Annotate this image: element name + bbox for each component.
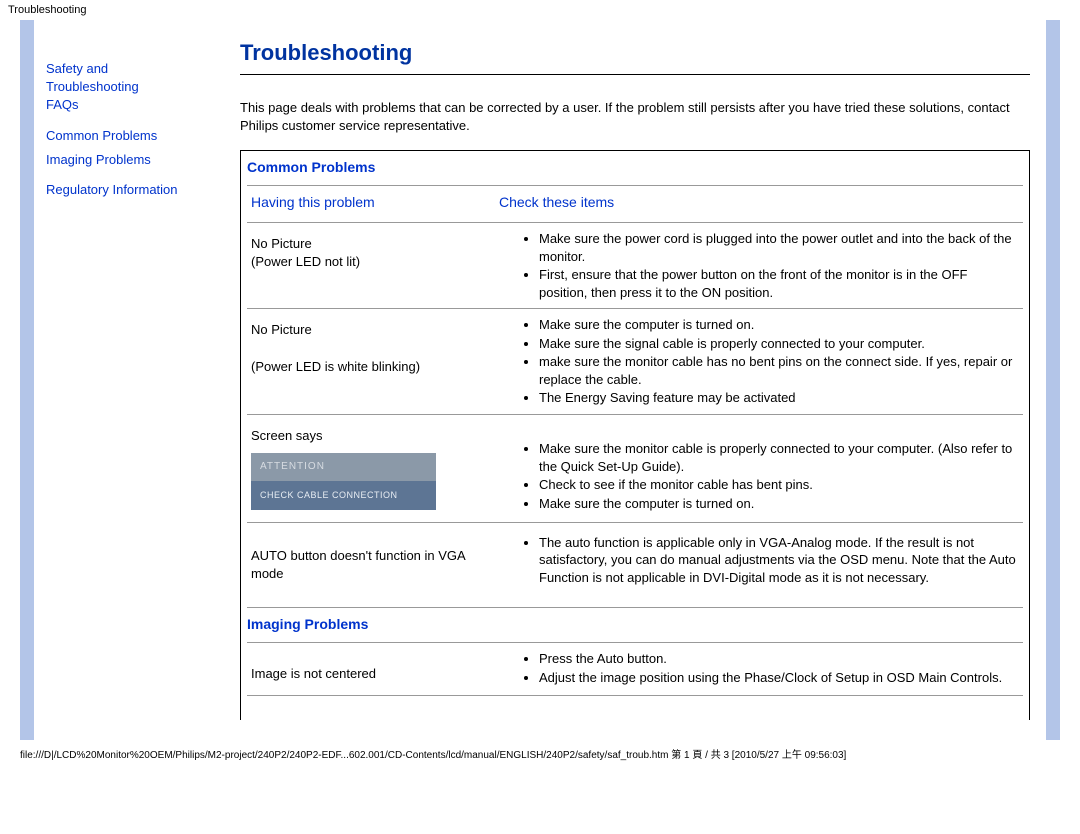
sidebar: Safety and Troubleshooting FAQs Common P…	[34, 20, 224, 740]
main-rule	[240, 74, 1030, 75]
sidebar-link-faqs[interactable]: FAQs	[46, 96, 212, 114]
problem-cell: No Picture (Power LED not lit)	[247, 223, 495, 308]
sidebar-link-text: Troubleshooting	[46, 79, 139, 94]
sidebar-group-problems: Common Problems Imaging Problems	[46, 127, 212, 169]
imaging-problems-header: Imaging Problems	[247, 607, 1023, 642]
sidebar-link-regulatory[interactable]: Regulatory Information	[46, 181, 212, 199]
decorative-bar-right	[1046, 20, 1060, 740]
table-row: No Picture (Power LED not lit) Make sure…	[247, 222, 1023, 308]
check-cell: Press the Auto button. Adjust the image …	[495, 643, 1023, 695]
list-item: Press the Auto button.	[539, 650, 1019, 668]
attention-graphic: ATTENTION CHECK CABLE CONNECTION	[251, 453, 436, 510]
sidebar-link-safety[interactable]: Safety and Troubleshooting	[46, 60, 212, 96]
problem-cell: AUTO button doesn't function in VGA mode	[247, 523, 495, 607]
sidebar-link-common-problems[interactable]: Common Problems	[46, 127, 212, 145]
sidebar-group-safety: Safety and Troubleshooting FAQs	[46, 60, 212, 115]
attention-message: CHECK CABLE CONNECTION	[251, 481, 436, 510]
check-list: Press the Auto button. Adjust the image …	[499, 650, 1019, 686]
check-cell: Make sure the computer is turned on. Mak…	[495, 309, 1023, 414]
list-item: Check to see if the monitor cable has be…	[539, 476, 1019, 494]
check-cell: Make sure the monitor cable is properly …	[495, 415, 1023, 522]
problem-text: AUTO button doesn't function in VGA mode	[251, 548, 465, 581]
problem-cell: Image is not centered	[247, 643, 495, 695]
check-cell: The auto function is applicable only in …	[495, 523, 1023, 607]
problem-text: (Power LED not lit)	[251, 254, 360, 269]
troubleshooting-table: Common Problems Having this problem Chec…	[240, 150, 1030, 720]
problem-cell: No Picture (Power LED is white blinking)	[247, 309, 495, 414]
list-item: make sure the monitor cable has no bent …	[539, 353, 1019, 388]
list-item: First, ensure that the power button on t…	[539, 266, 1019, 301]
column-headers: Having this problem Check these items	[247, 185, 1023, 222]
common-problems-header: Common Problems	[247, 157, 1023, 185]
table-row: Image is not centered Press the Auto but…	[247, 642, 1023, 695]
list-item: Make sure the computer is turned on.	[539, 316, 1019, 334]
check-list: The auto function is applicable only in …	[499, 534, 1019, 587]
page-title-small: Troubleshooting	[0, 0, 1080, 20]
intro-text: This page deals with problems that can b…	[240, 99, 1030, 134]
table-row	[247, 695, 1023, 720]
list-item: Adjust the image position using the Phas…	[539, 669, 1019, 687]
sidebar-link-text: Safety and	[46, 61, 108, 76]
problem-text: Screen says	[251, 428, 323, 443]
col-header-problem: Having this problem	[247, 186, 495, 222]
problem-text: Image is not centered	[251, 666, 376, 681]
col-header-check: Check these items	[495, 186, 1023, 222]
check-cell: Make sure the power cord is plugged into…	[495, 223, 1023, 308]
problem-text: (Power LED is white blinking)	[251, 359, 420, 374]
content: Troubleshooting This page deals with pro…	[224, 20, 1046, 740]
table-row: AUTO button doesn't function in VGA mode…	[247, 522, 1023, 607]
list-item: The Energy Saving feature may be activat…	[539, 389, 1019, 407]
list-item: Make sure the signal cable is properly c…	[539, 335, 1019, 353]
footer-path: file:///D|/LCD%20Monitor%20OEM/Philips/M…	[0, 740, 1080, 767]
decorative-bar-left	[20, 20, 34, 740]
list-item: Make sure the power cord is plugged into…	[539, 230, 1019, 265]
list-item: Make sure the computer is turned on.	[539, 495, 1019, 513]
table-row: No Picture (Power LED is white blinking)…	[247, 308, 1023, 414]
list-item: The auto function is applicable only in …	[539, 534, 1019, 587]
check-cell	[495, 696, 1023, 720]
check-list: Make sure the power cord is plugged into…	[499, 230, 1019, 301]
problem-text: No Picture	[251, 236, 312, 251]
problem-cell: Screen says ATTENTION CHECK CABLE CONNEC…	[247, 415, 495, 522]
main-container: Safety and Troubleshooting FAQs Common P…	[20, 20, 1060, 740]
problem-text: No Picture	[251, 322, 312, 337]
list-item: Make sure the monitor cable is properly …	[539, 440, 1019, 475]
main-heading: Troubleshooting	[240, 40, 1030, 66]
check-list: Make sure the computer is turned on. Mak…	[499, 316, 1019, 407]
table-row: Screen says ATTENTION CHECK CABLE CONNEC…	[247, 414, 1023, 522]
attention-label: ATTENTION	[251, 453, 436, 481]
sidebar-group-regulatory: Regulatory Information	[46, 181, 212, 199]
sidebar-link-imaging-problems[interactable]: Imaging Problems	[46, 151, 212, 169]
check-list: Make sure the monitor cable is properly …	[499, 440, 1019, 512]
problem-cell	[247, 696, 495, 720]
